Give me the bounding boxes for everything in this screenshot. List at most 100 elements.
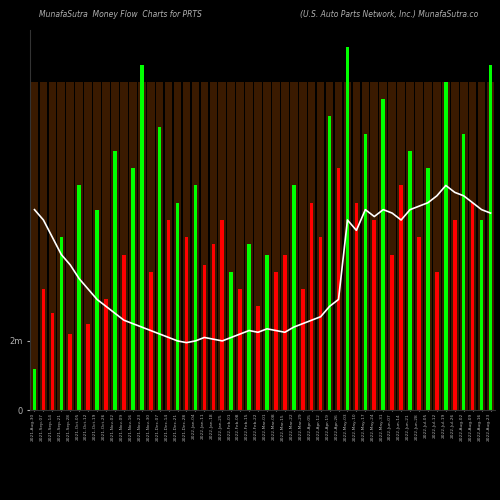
Bar: [290, 82, 298, 410]
Bar: [362, 82, 369, 410]
Bar: [317, 82, 324, 410]
Bar: [326, 82, 334, 410]
Bar: [165, 82, 172, 410]
Bar: [202, 265, 206, 410]
Bar: [283, 254, 286, 410]
Bar: [32, 368, 36, 410]
Bar: [415, 82, 423, 410]
Bar: [122, 254, 126, 410]
Bar: [94, 82, 101, 410]
Bar: [370, 82, 378, 410]
Bar: [149, 272, 152, 410]
Bar: [58, 82, 65, 410]
Bar: [486, 82, 494, 410]
Bar: [113, 151, 116, 410]
Bar: [352, 82, 360, 410]
Bar: [236, 82, 244, 410]
Bar: [210, 82, 217, 410]
Bar: [102, 82, 110, 410]
Bar: [167, 220, 170, 410]
Bar: [462, 134, 466, 410]
Bar: [86, 324, 90, 410]
Bar: [301, 289, 304, 410]
Bar: [30, 82, 38, 410]
Bar: [372, 220, 376, 410]
Bar: [398, 82, 405, 410]
Bar: [138, 82, 145, 410]
Bar: [299, 82, 306, 410]
Bar: [478, 82, 486, 410]
Bar: [96, 210, 99, 410]
Bar: [200, 82, 208, 410]
Bar: [84, 82, 92, 410]
Bar: [328, 116, 332, 410]
Bar: [230, 272, 233, 410]
Bar: [174, 82, 182, 410]
Bar: [254, 82, 262, 410]
Bar: [248, 244, 251, 410]
Bar: [218, 82, 226, 410]
Bar: [212, 244, 215, 410]
Bar: [292, 186, 296, 410]
Bar: [256, 306, 260, 410]
Bar: [460, 82, 468, 410]
Text: MunafaSutra  Money Flow  Charts for PRTS: MunafaSutra Money Flow Charts for PRTS: [40, 10, 202, 18]
Bar: [451, 82, 458, 410]
Bar: [76, 82, 83, 410]
Bar: [263, 82, 271, 410]
Bar: [308, 82, 316, 410]
Bar: [192, 82, 199, 410]
Bar: [129, 82, 136, 410]
Bar: [131, 168, 134, 410]
Bar: [480, 220, 484, 410]
Bar: [176, 202, 180, 410]
Bar: [238, 289, 242, 410]
Bar: [442, 82, 450, 410]
Bar: [66, 82, 74, 410]
Bar: [334, 82, 342, 410]
Bar: [488, 64, 492, 410]
Bar: [426, 168, 430, 410]
Bar: [344, 82, 351, 410]
Bar: [147, 82, 154, 410]
Bar: [424, 82, 432, 410]
Bar: [433, 82, 440, 410]
Bar: [274, 272, 278, 410]
Bar: [319, 238, 322, 410]
Bar: [354, 202, 358, 410]
Bar: [364, 134, 367, 410]
Bar: [408, 151, 412, 410]
Bar: [78, 186, 81, 410]
Bar: [60, 238, 63, 410]
Bar: [388, 82, 396, 410]
Bar: [444, 82, 448, 410]
Bar: [435, 272, 438, 410]
Bar: [156, 82, 164, 410]
Bar: [104, 300, 108, 410]
Bar: [471, 202, 474, 410]
Bar: [42, 289, 45, 410]
Bar: [469, 82, 476, 410]
Bar: [120, 82, 128, 410]
Bar: [40, 82, 47, 410]
Bar: [228, 82, 235, 410]
Bar: [184, 238, 188, 410]
Bar: [48, 82, 56, 410]
Bar: [220, 220, 224, 410]
Bar: [158, 126, 162, 410]
Bar: [272, 82, 280, 410]
Bar: [400, 186, 403, 410]
Bar: [310, 202, 314, 410]
Bar: [111, 82, 119, 410]
Bar: [281, 82, 288, 410]
Bar: [382, 99, 385, 410]
Bar: [390, 254, 394, 410]
Bar: [406, 82, 414, 410]
Text: (U.S. Auto Parts Network, Inc.) MunafaSutra.co: (U.S. Auto Parts Network, Inc.) MunafaSu…: [300, 10, 478, 18]
Bar: [265, 254, 269, 410]
Bar: [194, 186, 197, 410]
Bar: [380, 82, 387, 410]
Bar: [50, 314, 54, 410]
Bar: [68, 334, 72, 410]
Bar: [453, 220, 456, 410]
